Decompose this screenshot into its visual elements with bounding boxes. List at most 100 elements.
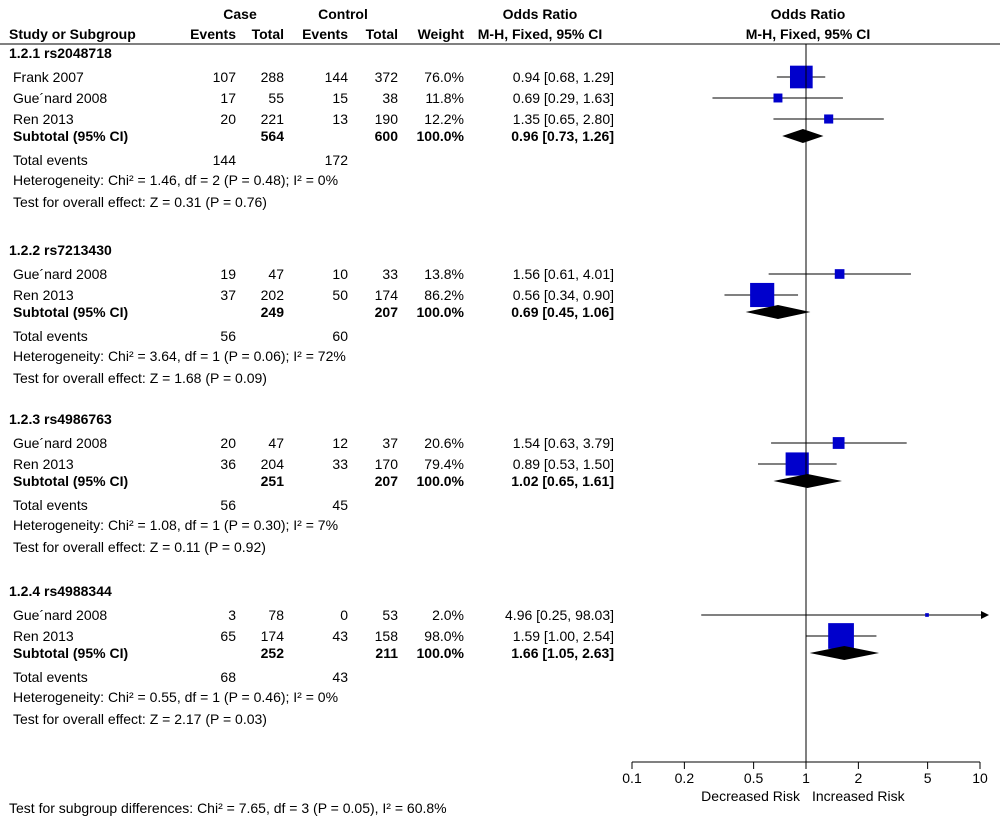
case-events: 107 — [212, 69, 236, 85]
heterogeneity-text: Heterogeneity: Chi² = 1.46, df = 2 (P = … — [13, 172, 339, 188]
study-effect-box — [789, 65, 813, 89]
study-weight: 2.0% — [432, 607, 464, 623]
axis-tick-label: 0.2 — [675, 770, 695, 786]
study-odds-ratio: 0.94 [0.68, 1.29] — [512, 69, 614, 85]
weight-header: Weight — [417, 26, 464, 42]
study-weight: 13.8% — [424, 266, 464, 282]
study-effect-box — [834, 269, 845, 279]
total-events-case: 56 — [220, 497, 236, 513]
control-total: 38 — [382, 90, 398, 106]
study-name: Frank 2007 — [13, 69, 84, 85]
case-events: 37 — [220, 287, 236, 303]
subtotal-label: Subtotal (95% CI) — [13, 128, 129, 144]
total-events-label: Total events — [13, 497, 88, 513]
case-total: 47 — [268, 266, 284, 282]
study-name: Gue´nard 2008 — [13, 435, 108, 451]
control-total: 33 — [382, 266, 398, 282]
overall-effect-text: Test for overall effect: Z = 1.68 (P = 0… — [13, 370, 267, 386]
control-total: 158 — [374, 628, 398, 644]
x-axis: 0.1 0.2 0.5 1 2 5 10 Decreased Risk Increased Ri… — [622, 761, 988, 804]
study-column-header: Study or Subgroup — [9, 26, 136, 42]
subtotal-diamond — [773, 474, 842, 488]
control-events: 144 — [324, 69, 348, 85]
total-events-control: 45 — [332, 497, 348, 513]
case-events: 19 — [220, 266, 236, 282]
case-events: 20 — [220, 435, 236, 451]
case-header: Case — [223, 6, 257, 22]
case-total: 221 — [260, 111, 284, 127]
control-events: 0 — [340, 607, 348, 623]
axis-tick-label: 0.5 — [744, 770, 764, 786]
control-total: 190 — [374, 111, 398, 127]
study-name: Ren 2013 — [13, 456, 74, 472]
study-name: Gue´nard 2008 — [13, 266, 108, 282]
total-events-control: 172 — [324, 152, 348, 168]
study-name: Ren 2013 — [13, 111, 74, 127]
study-effect-box — [832, 437, 845, 449]
subtotal-label: Subtotal (95% CI) — [13, 473, 129, 489]
subtotal-odds-ratio: 0.69 [0.45, 1.06] — [511, 304, 614, 320]
case-events: 3 — [228, 607, 236, 623]
control-total: 174 — [374, 287, 398, 303]
case-total: 47 — [268, 435, 284, 451]
overall-effect-text: Test for overall effect: Z = 0.31 (P = 0… — [13, 194, 267, 210]
study-odds-ratio: 0.89 [0.53, 1.50] — [512, 456, 614, 472]
control-events-header: Events — [302, 26, 348, 42]
axis-tick-label: 10 — [972, 770, 988, 786]
study-odds-ratio: 1.56 [0.61, 4.01] — [512, 266, 614, 282]
total-events-case: 144 — [212, 152, 236, 168]
control-events: 33 — [332, 456, 348, 472]
control-total: 37 — [382, 435, 398, 451]
study-odds-ratio: 1.35 [0.65, 2.80] — [512, 111, 614, 127]
study-odds-ratio: 4.96 [0.25, 98.03] — [505, 607, 614, 623]
control-total: 53 — [382, 607, 398, 623]
study-weight: 20.6% — [424, 435, 464, 451]
subgroup-difference-test: Test for subgroup differences: Chi² = 7.… — [9, 800, 447, 816]
control-total: 170 — [374, 456, 398, 472]
case-events-header: Events — [190, 26, 236, 42]
subtotal-label: Subtotal (95% CI) — [13, 304, 129, 320]
subtotal-control-total: 211 — [375, 645, 398, 661]
ci-arrow-icon — [981, 611, 989, 619]
case-total: 202 — [260, 287, 284, 303]
total-events-control: 60 — [332, 328, 348, 344]
odds-ratio-right-header: Odds Ratio — [770, 6, 846, 22]
study-name: Gue´nard 2008 — [13, 607, 108, 623]
case-total-header: Total — [251, 26, 284, 42]
study-effect-box — [925, 613, 929, 617]
study-odds-ratio: 1.54 [0.63, 3.79] — [512, 435, 614, 451]
case-total: 174 — [260, 628, 284, 644]
group-title: 1.2.3 rs4986763 — [9, 411, 112, 427]
subtotal-case-total: 564 — [260, 128, 284, 144]
group-title: 1.2.2 rs7213430 — [9, 242, 112, 258]
axis-tick-label: 0.1 — [622, 770, 642, 786]
decreased-risk-label: Decreased Risk — [701, 788, 801, 804]
study-weight: 86.2% — [424, 287, 464, 303]
overall-effect-text: Test for overall effect: Z = 0.11 (P = 0… — [13, 539, 266, 555]
increased-risk-label: Increased Risk — [812, 788, 906, 804]
control-events: 43 — [332, 628, 348, 644]
axis-tick-label: 2 — [854, 770, 862, 786]
study-weight: 12.2% — [424, 111, 464, 127]
subtotal-case-total: 249 — [260, 304, 284, 320]
control-events: 10 — [332, 266, 348, 282]
control-header: Control — [318, 6, 368, 22]
axis-tick-label: 5 — [924, 770, 932, 786]
study-effect-box — [773, 93, 783, 103]
total-events-case: 68 — [220, 669, 236, 685]
case-total: 55 — [268, 90, 284, 106]
subtotal-odds-ratio: 0.96 [0.73, 1.26] — [511, 128, 614, 144]
overall-effect-text: Test for overall effect: Z = 2.17 (P = 0… — [13, 711, 267, 727]
subtotal-control-total: 600 — [374, 128, 398, 144]
control-events: 15 — [332, 90, 348, 106]
control-total-header: Total — [365, 26, 398, 42]
study-odds-ratio: 0.69 [0.29, 1.63] — [512, 90, 614, 106]
total-events-label: Total events — [13, 152, 88, 168]
group-title: 1.2.4 rs4988344 — [9, 583, 112, 599]
subtotal-case-total: 252 — [260, 645, 284, 661]
study-odds-ratio: 0.56 [0.34, 0.90] — [512, 287, 614, 303]
method-right-header: M-H, Fixed, 95% CI — [745, 26, 871, 42]
subtotal-control-total: 207 — [374, 304, 398, 320]
case-events: 36 — [220, 456, 236, 472]
